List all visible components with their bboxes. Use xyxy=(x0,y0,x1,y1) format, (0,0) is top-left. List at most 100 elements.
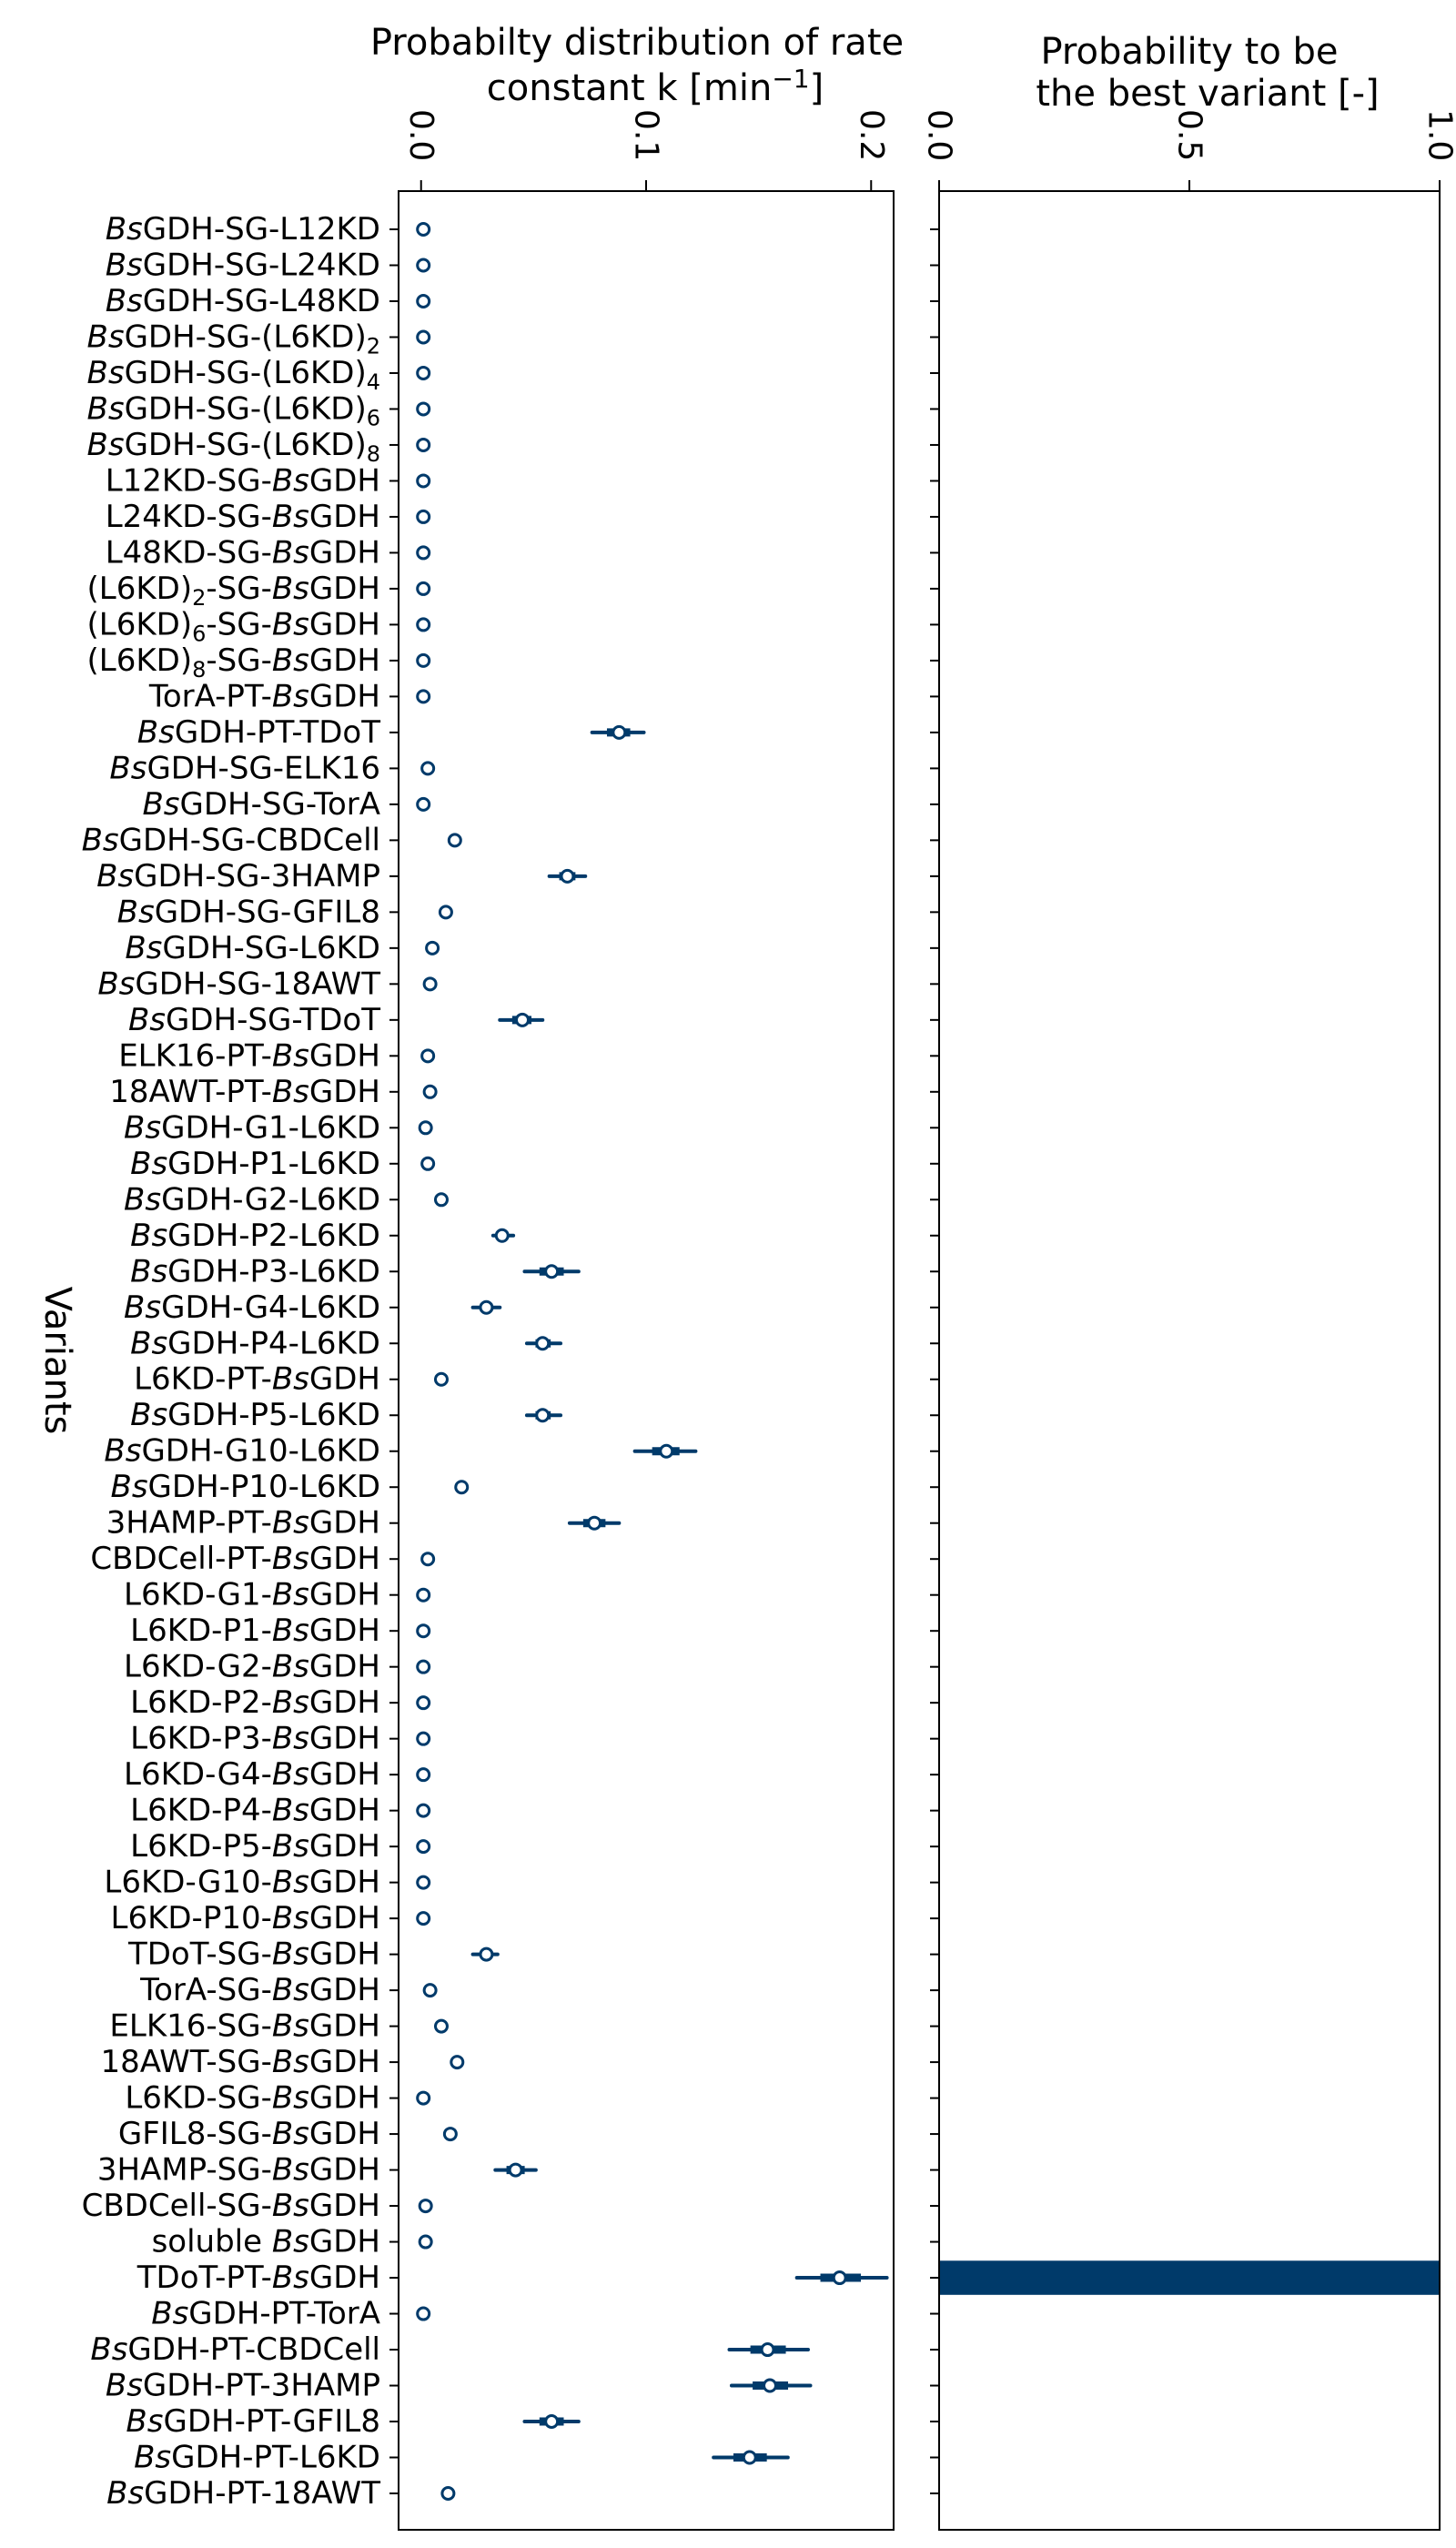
variant-label-italic: Bs xyxy=(272,642,309,679)
variant-label: BsGDH-SG-L6KD xyxy=(125,930,380,966)
variant-label-italic: Bs xyxy=(272,1900,309,1936)
median-point xyxy=(535,1336,551,1351)
left-x-tick-label: 0.1 xyxy=(628,109,665,161)
variant-label: L6KD-PT-BsGDH xyxy=(134,1361,380,1398)
variant-label-text: L6KD-P4- xyxy=(130,1793,272,1829)
variant-label-text: GDH xyxy=(309,2188,380,2224)
variant-label-italic: Bs xyxy=(109,750,147,786)
variant-label-text: (L6KD xyxy=(87,571,180,607)
variant-label-italic: Bs xyxy=(272,2188,309,2224)
variant-label-italic: Bs xyxy=(272,2008,309,2045)
variant-label-text: GDH xyxy=(309,1828,380,1865)
variant-label-text: CBDCell-PT- xyxy=(90,1541,271,1577)
variant-label: BsGDH-PT-18AWT xyxy=(106,2475,380,2512)
median-point xyxy=(515,1012,530,1027)
variant-label-text: L12KD-SG- xyxy=(106,462,272,499)
variant-label-italic: Bs xyxy=(130,1146,167,1182)
variant-label: BsGDH-SG-L48KD xyxy=(106,283,380,319)
median-point xyxy=(587,1515,602,1531)
variant-label: CBDCell-SG-BsGDH xyxy=(82,2188,380,2224)
variant-label-italic: Bs xyxy=(137,714,175,751)
variant-label-italic: Bs xyxy=(128,1002,166,1038)
variant-label-italic: Bs xyxy=(272,2224,309,2260)
variant-label-italic: Bs xyxy=(272,1721,309,1757)
median-point xyxy=(440,2486,456,2501)
variant-label-italic: Bs xyxy=(142,786,179,823)
left-x-tick-label: 0.2 xyxy=(853,109,890,161)
variant-label: BsGDH-PT-L6KD xyxy=(134,2440,380,2476)
variant-label-subscript: 2 xyxy=(192,585,206,611)
variant-label: 3HAMP-SG-BsGDH xyxy=(97,2152,380,2189)
variant-label: BsGDH-PT-TDoT xyxy=(137,714,380,751)
left-plot-frame xyxy=(398,190,895,2531)
rate-constant-marks xyxy=(416,222,889,2501)
left-title-line-1: Probabilty distribution of rate xyxy=(370,22,904,64)
variant-label-italic: Bs xyxy=(272,2080,309,2117)
median-point xyxy=(535,1408,551,1423)
variant-label-text: L6KD-P1- xyxy=(130,1613,272,1649)
median-point xyxy=(760,2342,775,2358)
median-point xyxy=(659,1443,674,1459)
variant-label-text: GDH xyxy=(309,1865,380,1901)
variant-label: soluble BsGDH xyxy=(152,2224,380,2260)
variant-label-text: GDH-SG-(L6KD xyxy=(125,318,355,355)
variant-label-text: GDH xyxy=(309,2224,380,2260)
variant-label-italic: Bs xyxy=(82,822,119,858)
variant-label-text: GDH-SG-L48KD xyxy=(143,283,380,319)
variant-label-text: ) xyxy=(354,318,366,355)
median-point xyxy=(416,365,431,380)
variant-label-italic: Bs xyxy=(272,1972,309,2008)
variant-label: L6KD-G2-BsGDH xyxy=(124,1649,380,1685)
variant-label-text: GDH xyxy=(309,1577,380,1613)
variant-label-text: GDH xyxy=(309,1936,380,1973)
left-x-ticks: 0.0 0.1 0.2 xyxy=(402,109,890,191)
variant-label: BsGDH-SG-3HAMP xyxy=(96,858,380,895)
variant-label-subscript: 2 xyxy=(367,333,380,359)
median-point xyxy=(560,868,575,884)
variant-label-italic: Bs xyxy=(272,1361,309,1398)
variant-label-text: GDH-SG-L24KD xyxy=(143,247,380,283)
median-point xyxy=(416,1659,431,1674)
variant-label-text: GDH xyxy=(309,2080,380,2117)
variant-label: ELK16-SG-BsGDH xyxy=(109,2008,380,2045)
variant-label-text: TorA-SG- xyxy=(139,1972,272,2008)
variant-label: BsGDH-G10-L6KD xyxy=(104,1433,380,1470)
variant-label-text: GDH xyxy=(309,1972,380,2008)
variant-label-text: GDH xyxy=(309,1541,380,1577)
median-point xyxy=(416,1695,431,1711)
variant-label: L48KD-SG-BsGDH xyxy=(106,534,380,571)
variant-label-text: GDH-P4-L6KD xyxy=(167,1325,380,1361)
variant-label-text: GDH-SG-CBDCell xyxy=(119,822,380,858)
variant-label-text: ELK16-SG- xyxy=(109,2008,271,2045)
variant-label: (L6KD)8-SG-BsGDH xyxy=(87,642,380,682)
variant-label-text: GDH xyxy=(309,462,380,499)
variant-label: L6KD-P4-BsGDH xyxy=(130,1793,380,1829)
variant-label-italic: Bs xyxy=(272,1793,309,1829)
variant-label-text: GDH-PT-GFIL8 xyxy=(163,2403,380,2440)
variant-label-text: GDH xyxy=(309,2152,380,2189)
median-point xyxy=(425,940,440,956)
right-x-tick-label: 1.0 xyxy=(1421,109,1456,161)
variant-label-text: L6KD-P10- xyxy=(111,1900,272,1936)
variant-label-italic: Bs xyxy=(272,2260,309,2296)
median-point xyxy=(422,976,438,992)
variant-label: BsGDH-P5-L6KD xyxy=(130,1397,380,1433)
variant-label-italic: Bs xyxy=(272,2116,309,2152)
median-point xyxy=(418,1120,433,1136)
variant-label-italic: Bs xyxy=(272,1037,309,1074)
variant-label-text: 3HAMP-PT- xyxy=(106,1505,272,1542)
variant-label-text: GDH xyxy=(309,2260,380,2296)
median-point xyxy=(433,2018,449,2034)
variant-label-italic: Bs xyxy=(130,1253,167,1289)
variant-label-text: GDH-SG-(L6KD xyxy=(125,390,355,427)
median-point xyxy=(832,2270,847,2286)
median-point xyxy=(416,545,431,561)
variant-label: BsGDH-G2-L6KD xyxy=(124,1181,380,1218)
median-point xyxy=(416,796,431,812)
variant-label-text: CBDCell-SG- xyxy=(82,2188,272,2224)
variant-label-italic: Bs xyxy=(272,678,309,714)
variant-label-text: GDH-SG-L12KD xyxy=(143,211,380,248)
variant-label: 3HAMP-PT-BsGDH xyxy=(106,1505,380,1542)
variant-label-text: -SG- xyxy=(206,606,271,642)
variant-label-text: GDH-G1-L6KD xyxy=(161,1109,380,1146)
